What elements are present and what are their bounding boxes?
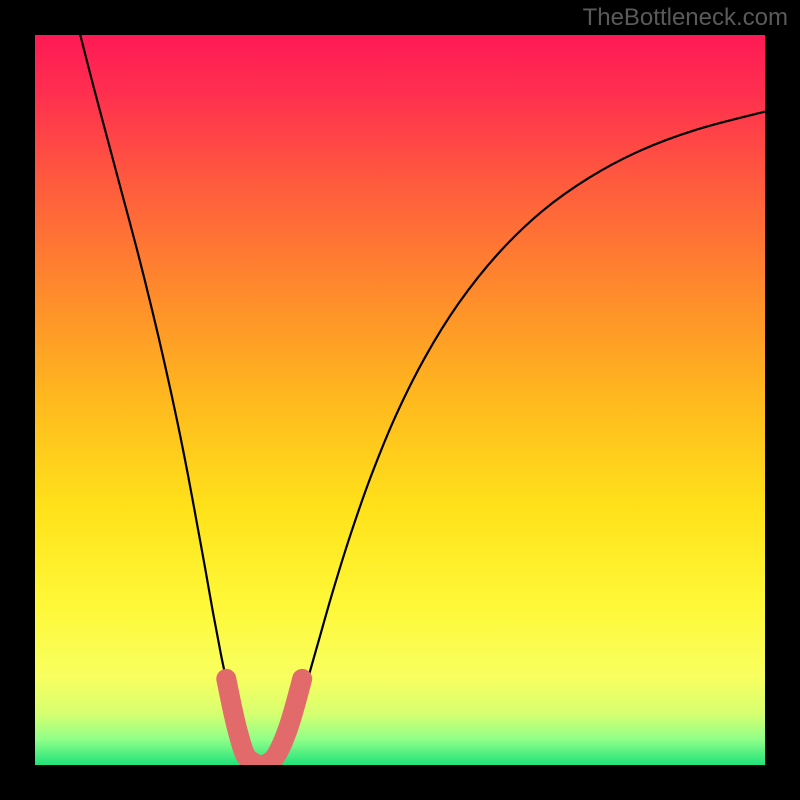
chart-container: TheBottleneck.com	[0, 0, 800, 800]
plot-svg	[35, 35, 765, 765]
source-watermark: TheBottleneck.com	[583, 4, 788, 32]
plot-area	[35, 35, 765, 765]
